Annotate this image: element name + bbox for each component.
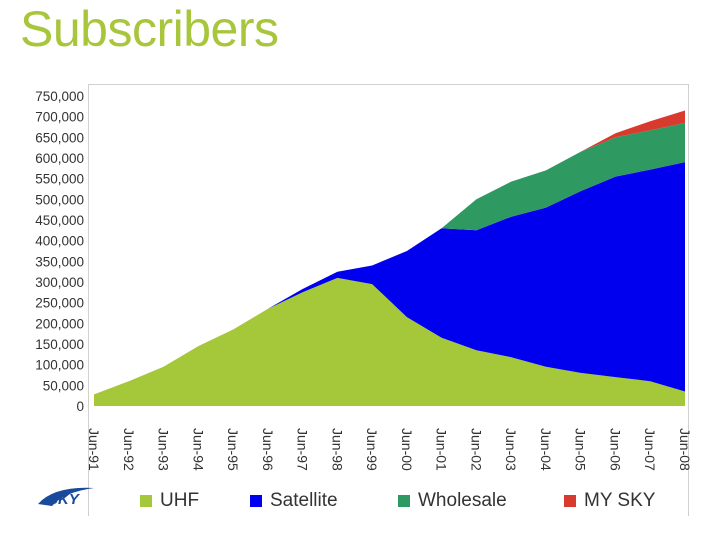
logo-text: SKY (48, 491, 81, 508)
y-tick-label: 600,000 (35, 151, 84, 166)
x-tick-label: Jun-93 (156, 428, 172, 471)
x-tick-label: Jun-06 (607, 428, 623, 471)
chart-legend: UHF Satellite Wholesale MY SKY (140, 490, 680, 512)
x-tick-label: Jun-99 (364, 428, 380, 471)
x-tick-label: Jun-98 (329, 428, 345, 471)
x-tick-label: Jun-07 (642, 428, 658, 471)
x-tick-label: Jun-97 (295, 428, 311, 471)
area-series-wholesale (94, 122, 685, 395)
area-series-satellite (94, 162, 685, 395)
x-tick-label: Jun-02 (468, 428, 484, 471)
x-tick-label: Jun-04 (538, 428, 554, 471)
slide-title: Subscribers (20, 1, 279, 57)
legend-label-wholesale: Wholesale (418, 490, 507, 511)
x-tick-label: Jun-91 (86, 428, 102, 471)
chart-frame (88, 84, 689, 516)
legend-item-my-sky: MY SKY (564, 490, 655, 512)
legend-label-satellite: Satellite (270, 490, 338, 511)
y-tick-label: 200,000 (35, 316, 84, 331)
chart-area: 0 50,000 100,000 150,000 200,000 250,000 300,0… (0, 84, 720, 540)
x-tick-label: Jun-03 (503, 428, 519, 471)
subscribers-area-chart: 0 50,000 100,000 150,000 200,000 250,000 300,0… (35, 89, 693, 471)
legend-item-satellite: Satellite (250, 490, 338, 512)
legend-label-uhf: UHF (160, 490, 200, 511)
y-tick-label: 650,000 (35, 130, 84, 145)
y-tick-label: 250,000 (35, 296, 84, 311)
sky-logo: SKY (34, 484, 98, 515)
y-tick-label: 100,000 (35, 358, 84, 373)
y-tick-label: 50,000 (43, 378, 84, 393)
x-tick-label: Jun-00 (399, 428, 415, 471)
legend-swatch-uhf (140, 495, 152, 507)
x-tick-label: Jun-92 (121, 428, 137, 471)
y-tick-label: 350,000 (35, 254, 84, 269)
y-tick-label: 300,000 (35, 275, 84, 290)
y-tick-label: 750,000 (35, 89, 84, 104)
legend-swatch-satellite (250, 495, 262, 507)
legend-item-uhf: UHF (140, 490, 199, 512)
x-tick-label: Jun-95 (225, 428, 241, 471)
y-tick-label: 550,000 (35, 172, 84, 187)
y-tick-label: 400,000 (35, 234, 84, 249)
y-tick-label: 0 (76, 399, 84, 414)
x-tick-label: Jun-94 (190, 428, 206, 471)
x-tick-label: Jun-01 (434, 428, 450, 471)
x-tick-label: Jun-05 (573, 428, 589, 471)
legend-swatch-my-sky (564, 495, 576, 507)
x-tick-label: Jun-08 (677, 428, 693, 471)
y-tick-label: 450,000 (35, 213, 84, 228)
sky-logo-mark: SKY (38, 487, 94, 508)
legend-label-my-sky: MY SKY (584, 490, 656, 511)
y-tick-label: 500,000 (35, 192, 84, 207)
legend-swatch-wholesale (398, 495, 410, 507)
area-series-uhf (94, 277, 685, 406)
y-tick-label: 700,000 (35, 110, 84, 125)
x-tick-label: Jun-96 (260, 428, 276, 471)
legend-item-wholesale: Wholesale (398, 490, 507, 512)
y-tick-label: 150,000 (35, 337, 84, 352)
